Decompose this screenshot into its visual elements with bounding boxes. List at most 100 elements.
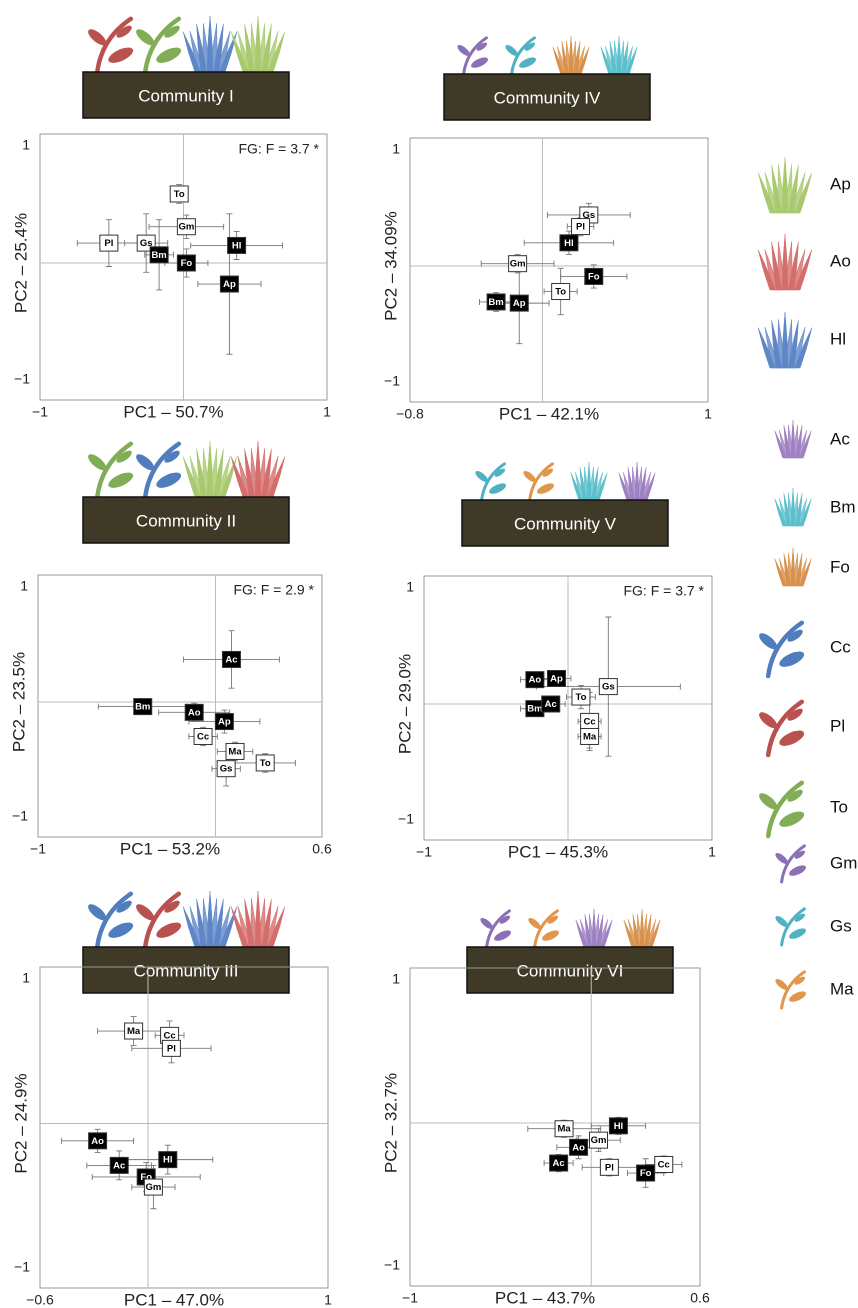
point-label: Pl [104, 238, 113, 249]
point-label: Ao [188, 707, 201, 718]
point-label: Cc [658, 1159, 670, 1170]
sprig-leaf [154, 44, 183, 66]
y-tick-label: 1 [20, 578, 28, 594]
y-tick-label: 1 [392, 971, 400, 987]
point-label: Ma [228, 746, 242, 757]
point-label: Ao [91, 1136, 104, 1147]
point-label: Fo [181, 258, 193, 269]
point-label: Cc [197, 732, 209, 743]
point-label: To [555, 287, 566, 298]
sprig-leaf [757, 630, 780, 652]
sprig-leaf [154, 919, 183, 941]
sprig-leaf [504, 43, 520, 58]
point-label: Gs [220, 764, 233, 775]
x-tick-label: 1 [324, 1292, 332, 1308]
legend-label: Pl [830, 716, 845, 735]
annotation: FG: F = 2.9 * [233, 582, 314, 598]
legend-label: To [830, 797, 848, 816]
point-label: Cc [584, 716, 596, 727]
annotation: FG: F = 3.7 * [238, 141, 319, 157]
y-tick-label: −1 [384, 1257, 400, 1273]
point-label: Gs [602, 682, 615, 693]
point-label: Ma [557, 1124, 571, 1135]
point-label: Gm [591, 1135, 607, 1146]
point-label: Fo [640, 1168, 652, 1179]
x-tick-label: 1 [708, 844, 716, 860]
legend-label: Gs [830, 916, 852, 935]
point-label: Bm [135, 702, 150, 713]
point-label: Pl [605, 1162, 614, 1173]
point-label: Ma [127, 1026, 141, 1037]
chart-title: Community III [134, 961, 239, 980]
sprig-leaf [522, 469, 538, 484]
point-label: Cc [164, 1030, 176, 1041]
sprig-leaf [474, 469, 490, 484]
sprig-leaf [86, 26, 109, 48]
point-label: Hl [614, 1121, 624, 1132]
plot-frame [38, 575, 322, 837]
legend-label: Hl [830, 329, 846, 348]
sprig-leaf [86, 451, 109, 473]
point-label: To [260, 758, 271, 769]
point-label: Hl [163, 1155, 173, 1166]
sprig-leaf [488, 481, 508, 496]
x-tick-label: −0.6 [26, 1292, 54, 1308]
sprig-leaf [134, 26, 157, 48]
point-label: Ac [545, 699, 557, 710]
sprig-leaf [470, 55, 490, 70]
x-tick-label: −1 [30, 841, 46, 857]
point-label: Ap [550, 673, 563, 684]
plot-frame [40, 967, 328, 1288]
x-tick-label: 1 [323, 404, 331, 420]
chart-title: Community IV [494, 88, 601, 107]
legend-label: Fo [830, 557, 850, 576]
y-tick-label: −1 [12, 808, 28, 824]
x-axis-label: PC1 – 53.2% [120, 839, 220, 858]
sprig-leaf [777, 727, 806, 749]
sprig-leaf [106, 44, 135, 66]
sprig-leaf [479, 916, 495, 931]
point-label: Hl [232, 240, 242, 251]
y-tick-label: −1 [398, 811, 414, 827]
x-axis-label: PC1 – 47.0% [124, 1290, 224, 1308]
chart-title: Community II [136, 511, 236, 530]
sprig-leaf [527, 916, 543, 931]
legend-label: Ac [830, 429, 850, 448]
legend-label: Ap [830, 174, 851, 193]
sprig-leaf [86, 901, 109, 923]
legend-label: Cc [830, 637, 851, 656]
sprig-leaf [774, 977, 790, 992]
legend-label: Ma [830, 979, 854, 998]
point-label: Bm [151, 250, 166, 261]
legend-label: Ao [830, 251, 851, 270]
chart-title: Community VI [517, 961, 624, 980]
sprig-leaf [518, 55, 538, 70]
x-tick-label: −1 [32, 404, 48, 420]
x-axis-label: PC1 – 50.7% [123, 402, 223, 421]
sprig-leaf [493, 928, 513, 943]
sprig-leaf [777, 808, 806, 830]
sprig-leaf [134, 901, 157, 923]
sprig-leaf [774, 914, 790, 929]
page: ApAoHlAcBmFoCcPlToGmGsMaCommunity I−11−1… [0, 0, 858, 1308]
point-label: Hl [564, 238, 574, 249]
point-label: Ap [223, 279, 236, 290]
y-axis-label: PC2 – 34.09% [381, 211, 400, 321]
point-label: Ao [572, 1142, 585, 1153]
point-label: Ap [513, 298, 526, 309]
point-label: Ac [225, 654, 237, 665]
y-axis-label: PC2 – 24.9% [11, 1073, 30, 1173]
sprig-leaf [757, 790, 780, 812]
figure: ApAoHlAcBmFoCcPlToGmGsMaCommunity I−11−1… [0, 0, 858, 1308]
y-axis-label: PC2 – 25.4% [11, 213, 30, 313]
sprig-leaf [757, 709, 780, 731]
chart-title: Community V [514, 514, 617, 533]
point-label: Gm [178, 222, 194, 233]
x-tick-label: 0.6 [312, 841, 332, 857]
legend-label: Gm [830, 853, 857, 872]
point-label: Bm [527, 704, 542, 715]
chart-title: Community I [138, 86, 233, 105]
sprig-leaf [106, 469, 135, 491]
point-label: To [174, 189, 185, 200]
sprig-leaf [777, 648, 806, 670]
